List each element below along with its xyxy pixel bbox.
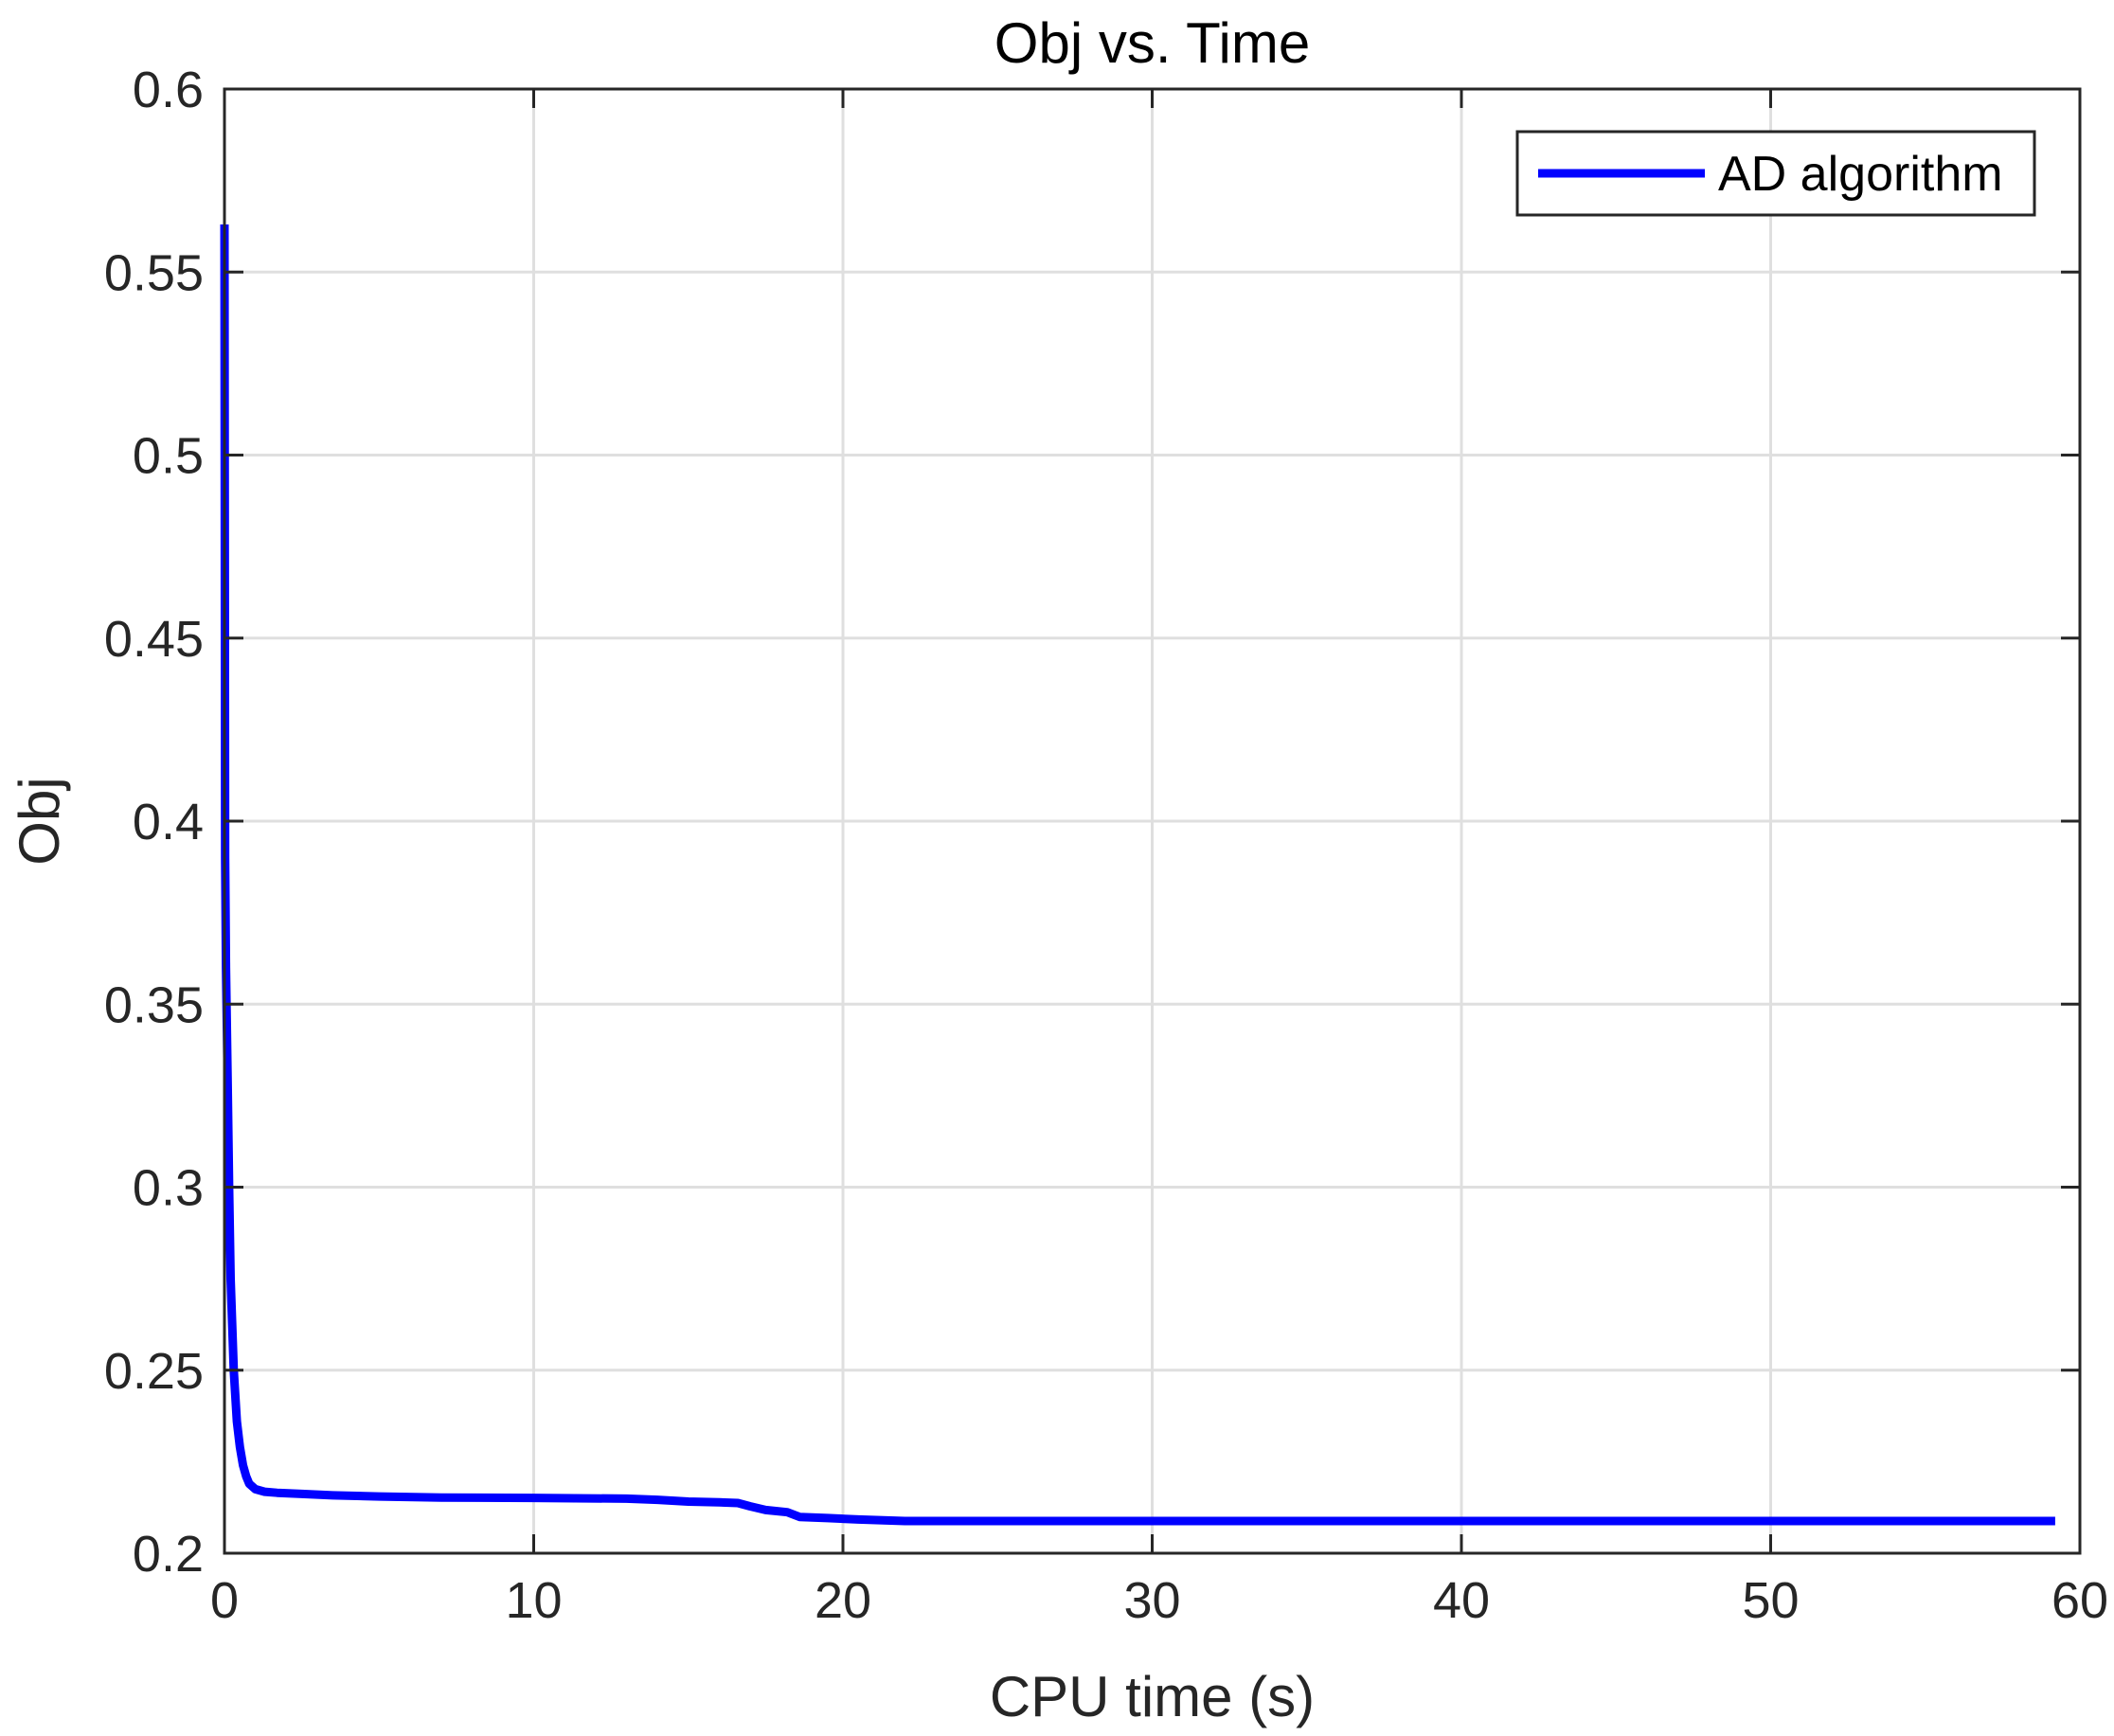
x-tick-label: 10 bbox=[505, 1572, 562, 1629]
ticks: 0 10 20 30 40 50 60 0.2 0.25 0.3 0.35 0.4 0.45 0.5 0.5… bbox=[104, 62, 2108, 1629]
y-tick-label: 0.3 bbox=[133, 1160, 204, 1217]
x-tick-label: 60 bbox=[2051, 1572, 2108, 1629]
x-axis-label: CPU time (s) bbox=[990, 1665, 1315, 1728]
chart-title: Obj vs. Time bbox=[994, 11, 1310, 75]
x-tick-label: 20 bbox=[815, 1572, 871, 1629]
y-tick-label: 0.6 bbox=[133, 62, 204, 118]
x-tick-label: 30 bbox=[1123, 1572, 1180, 1629]
y-tick-label: 0.25 bbox=[104, 1343, 204, 1400]
y-tick-label: 0.5 bbox=[133, 428, 204, 485]
y-tick-label: 0.55 bbox=[104, 244, 204, 301]
y-tick-label: 0.2 bbox=[133, 1526, 204, 1583]
y-tick-label: 0.4 bbox=[133, 794, 204, 850]
x-tick-label: 0 bbox=[210, 1572, 239, 1629]
y-tick-label: 0.45 bbox=[104, 611, 204, 668]
legend-label: AD algorithm bbox=[1718, 147, 2003, 202]
x-tick-label: 40 bbox=[1433, 1572, 1490, 1629]
grid bbox=[224, 89, 2080, 1553]
y-axis-label: Obj bbox=[8, 777, 71, 865]
x-tick-label: 50 bbox=[1742, 1572, 1799, 1629]
legend: AD algorithm bbox=[1515, 130, 2036, 217]
y-tick-label: 0.35 bbox=[104, 976, 204, 1033]
